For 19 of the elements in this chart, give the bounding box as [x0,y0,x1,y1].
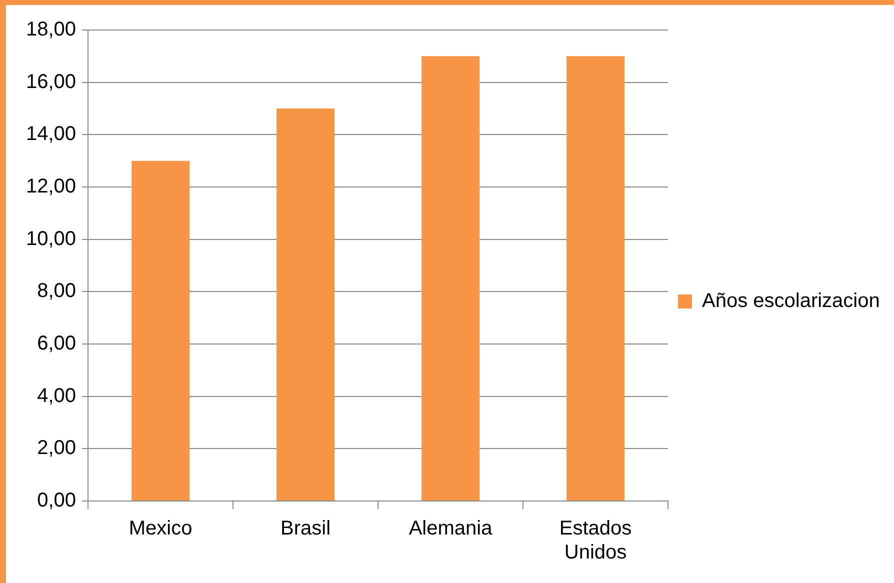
y-tick-label: 18,00 [26,18,76,41]
y-tick-label: 2,00 [37,437,76,460]
bar [132,160,190,500]
x-tick-label: Mexico [128,518,192,540]
y-tick-label: 10,00 [26,228,76,250]
bar [566,56,625,500]
legend-label: Años escolarizacion [702,290,880,312]
y-tick-label: 6,00 [37,332,76,355]
y-tick-label: 12,00 [26,176,76,198]
bar [422,56,480,500]
bar [276,108,335,500]
y-tick-label: 14,00 [26,123,76,146]
y-tick-label: 4,00 [37,384,76,407]
y-tick-label: 8,00 [37,280,76,302]
x-tick-label: Brasil [280,518,331,540]
y-tick-label: 0,00 [37,490,76,512]
x-tick-label: Estados Unidos [559,518,632,564]
y-tick-label: 16,00 [26,70,76,93]
x-tick-label: Alemania [408,518,494,540]
